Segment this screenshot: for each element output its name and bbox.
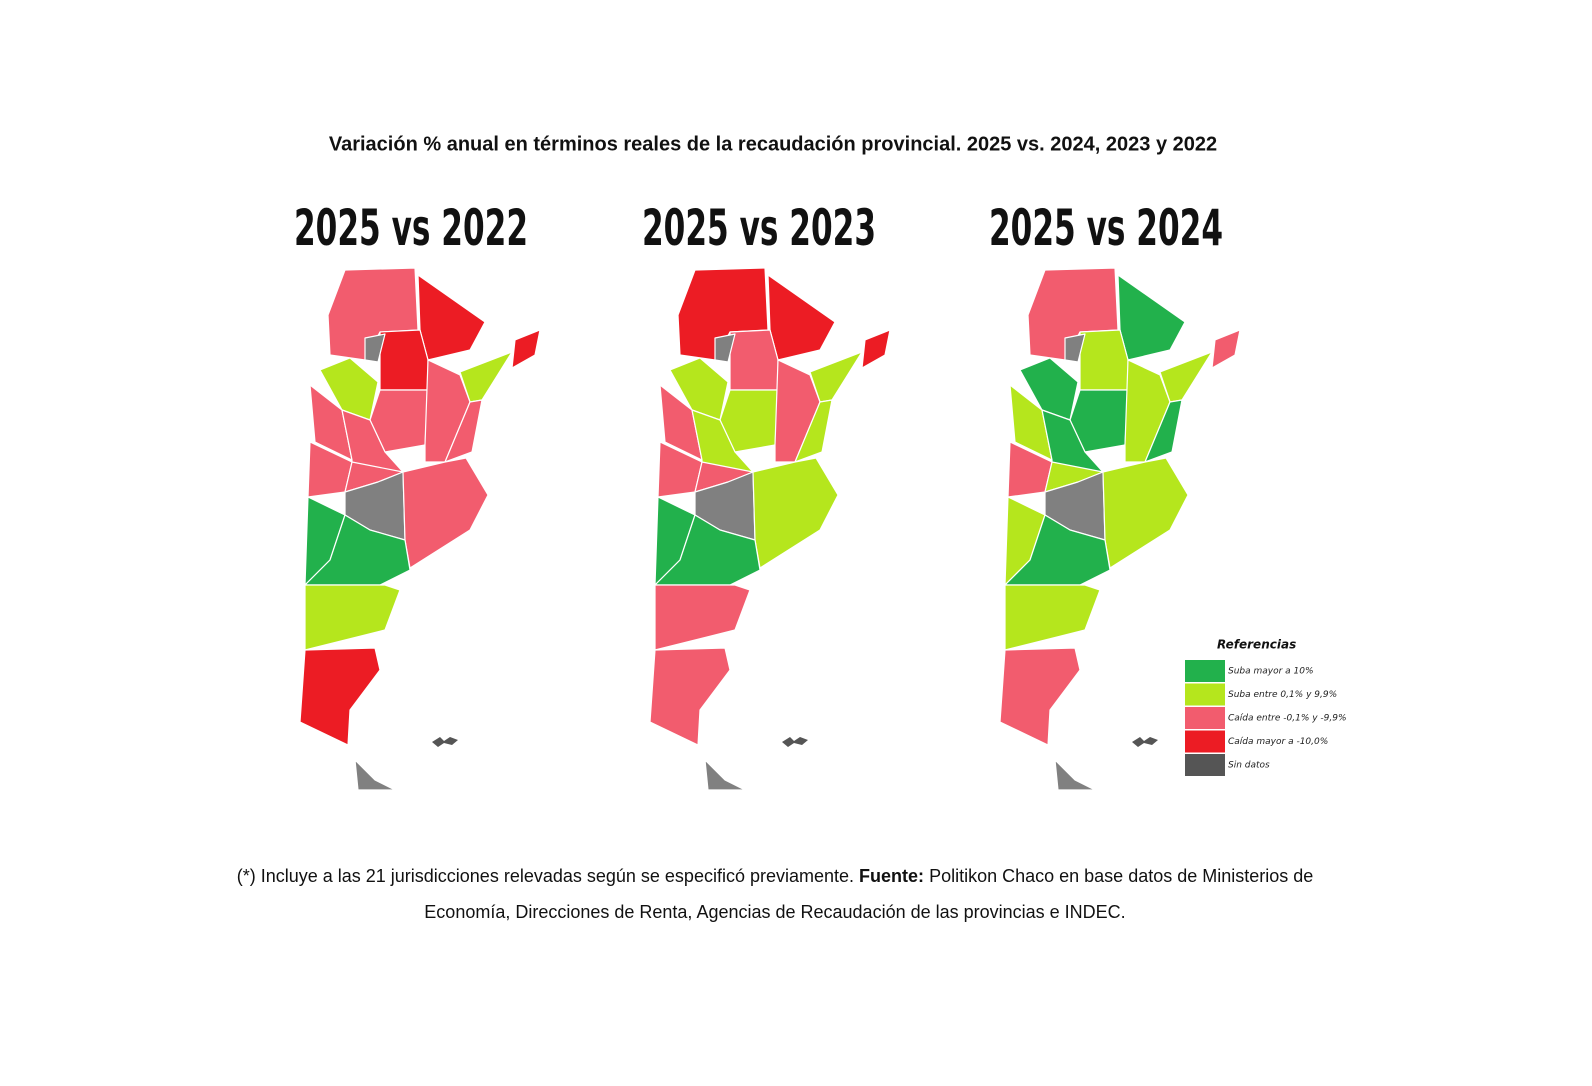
province	[319, 357, 379, 421]
footnote: (*) Incluye a las 21 jurisdicciones rele…	[200, 858, 1350, 930]
province	[861, 329, 891, 369]
province	[704, 759, 746, 791]
legend-label: Caída entre -0,1% y -9,9%	[1228, 714, 1347, 724]
province	[767, 274, 836, 361]
legend-label: Sin datos	[1228, 761, 1270, 771]
map	[999, 267, 1241, 791]
figure-title: Variación % anual en términos reales de …	[329, 133, 1217, 155]
province	[1144, 399, 1183, 463]
province	[714, 333, 736, 363]
islands	[1132, 737, 1158, 747]
islands	[432, 737, 458, 747]
province	[402, 457, 489, 569]
map-title: 2025 vs 2023	[642, 199, 876, 257]
province	[1211, 329, 1241, 369]
figure: Variación % anual en términos reales de …	[294, 133, 1347, 791]
province	[444, 399, 483, 463]
province	[999, 647, 1081, 746]
province	[354, 759, 396, 791]
province	[1069, 389, 1129, 453]
legend-label: Suba mayor a 10%	[1228, 667, 1314, 677]
province	[369, 389, 429, 453]
province	[1117, 274, 1186, 361]
legend-label: Caída mayor a -10,0%	[1228, 737, 1328, 747]
province	[719, 389, 779, 453]
province	[379, 329, 429, 391]
province	[649, 647, 731, 746]
maps	[299, 267, 1241, 791]
province	[364, 333, 386, 363]
map-title: 2025 vs 2024	[989, 199, 1223, 257]
map	[649, 267, 891, 791]
legend-swatch	[1185, 683, 1225, 706]
province	[1064, 333, 1086, 363]
province	[304, 584, 401, 651]
legend-swatch	[1185, 707, 1225, 729]
map-title: 2025 vs 2022	[294, 199, 528, 257]
map	[299, 267, 541, 791]
legend-swatch	[1185, 660, 1225, 682]
province	[654, 584, 751, 651]
islands	[782, 737, 808, 747]
legend-label: Suba entre 0,1% y 9,9%	[1228, 690, 1337, 700]
legend: Suba mayor a 10% Suba entre 0,1% y 9,9% Ca…	[1185, 660, 1347, 776]
source-label: Fuente:	[859, 866, 925, 886]
footnote-text: Politikon Chaco en base datos de Ministe…	[424, 866, 1314, 922]
province	[669, 357, 729, 421]
province	[1019, 357, 1079, 421]
province	[1079, 329, 1129, 391]
legend-title: Referencias	[1217, 638, 1296, 652]
province	[1054, 759, 1096, 791]
province	[1102, 457, 1189, 569]
province	[299, 647, 381, 746]
province	[1004, 584, 1101, 651]
province	[729, 329, 779, 391]
province	[794, 399, 833, 463]
province	[752, 457, 839, 569]
legend-swatch	[1185, 754, 1225, 776]
legend-swatch	[1185, 730, 1225, 753]
province	[417, 274, 486, 361]
footnote-text: (*) Incluye a las 21 jurisdicciones rele…	[236, 866, 855, 886]
province	[511, 329, 541, 369]
